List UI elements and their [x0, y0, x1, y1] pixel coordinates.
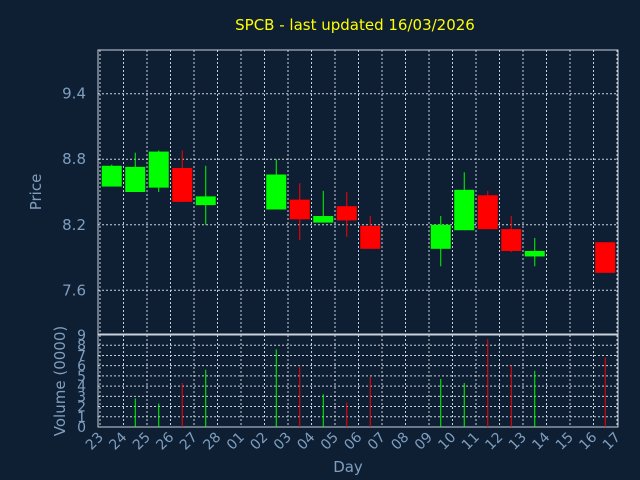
x-tick: 06 [341, 429, 365, 453]
x-tick: 04 [294, 429, 318, 453]
x-tick: 16 [576, 429, 600, 453]
candle-09 [430, 216, 451, 267]
candlestick-series [101, 150, 616, 273]
price-panel-frame [97, 49, 619, 335]
candle-25 [148, 150, 169, 192]
candle-body [195, 196, 216, 206]
volume-y-tick: 0 [77, 420, 86, 436]
candle-05 [336, 192, 357, 237]
x-tick: 07 [365, 430, 389, 454]
price-y-tick-labels: 7.6 8.2 8.8 9.4 [62, 85, 86, 300]
volume-y-tick: 2 [77, 400, 86, 416]
chart-title: SPCB - last updated 16/03/2026 [235, 16, 475, 34]
candle-27 [195, 165, 216, 225]
x-tick: 14 [529, 429, 553, 453]
x-tick: 10 [435, 430, 459, 454]
candle-23 [101, 164, 122, 187]
candle-body [454, 189, 475, 231]
price-axis-label: Price [27, 174, 45, 211]
candle-body [477, 195, 498, 230]
volume-gridlines [98, 335, 618, 427]
volume-y-tick: 3 [77, 389, 86, 405]
candle-03 [289, 183, 310, 241]
candle-12 [501, 216, 522, 253]
candle-body [313, 216, 334, 223]
candle-16 [595, 242, 616, 273]
price-y-tick: 7.6 [62, 281, 86, 299]
x-tick: 23 [83, 430, 107, 454]
volume-y-tick: 5 [77, 369, 86, 385]
candle-body [266, 174, 287, 210]
candle-body [289, 199, 310, 220]
volume-bar-series [134, 339, 606, 427]
volume-y-tick: 7 [77, 348, 86, 364]
x-tick: 09 [412, 430, 436, 454]
x-tick: 26 [153, 429, 177, 453]
candle-13 [524, 237, 545, 267]
x-tick: 25 [130, 430, 154, 454]
volume-y-tick: 9 [77, 328, 86, 344]
volume-y-tick: 6 [77, 359, 86, 375]
candle-body [101, 165, 122, 187]
x-tick: 11 [459, 430, 483, 454]
candle-body [172, 167, 193, 202]
x-tick: 27 [177, 430, 201, 454]
x-tick: 17 [600, 430, 624, 454]
price-y-tick: 8.2 [62, 216, 86, 234]
candle-body [125, 166, 146, 192]
candle-body [360, 225, 381, 249]
candle-body [595, 242, 616, 273]
price-y-tick: 9.4 [62, 85, 86, 103]
candle-body [501, 229, 522, 251]
x-axis-label: Day [333, 458, 363, 476]
x-tick: 13 [506, 430, 530, 454]
candle-11 [477, 190, 498, 230]
x-tick: 24 [106, 429, 130, 453]
volume-panel-frame [97, 334, 619, 428]
price-gridlines [98, 50, 618, 334]
candle-body [336, 206, 357, 221]
candle-26 [172, 150, 193, 202]
price-y-tick: 8.8 [62, 150, 86, 168]
candle-02 [266, 159, 287, 210]
volume-y-tick: 8 [77, 338, 86, 354]
x-tick: 03 [271, 430, 295, 454]
candle-06 [360, 216, 381, 249]
x-tick: 12 [482, 430, 506, 454]
volume-axis-label: Volume (0000) [51, 326, 69, 436]
x-tick: 15 [553, 430, 577, 454]
x-tick: 05 [318, 430, 342, 454]
day-x-tick-labels: 23 24 25 26 27 28 01 02 03 04 05 06 07 08 09 10 11 12 13 14… [83, 429, 624, 453]
x-tick: 28 [200, 430, 224, 454]
candle-body [148, 151, 169, 188]
candle-10 [454, 172, 475, 231]
candle-body [524, 250, 545, 257]
candle-body [430, 224, 451, 249]
x-tick: 02 [247, 430, 271, 454]
candle-04 [313, 190, 334, 223]
x-tick: 01 [224, 430, 248, 454]
volume-y-tick: 1 [77, 410, 86, 426]
volume-y-tick: 4 [77, 379, 86, 395]
x-tick: 08 [388, 430, 412, 454]
candle-24 [125, 152, 146, 192]
